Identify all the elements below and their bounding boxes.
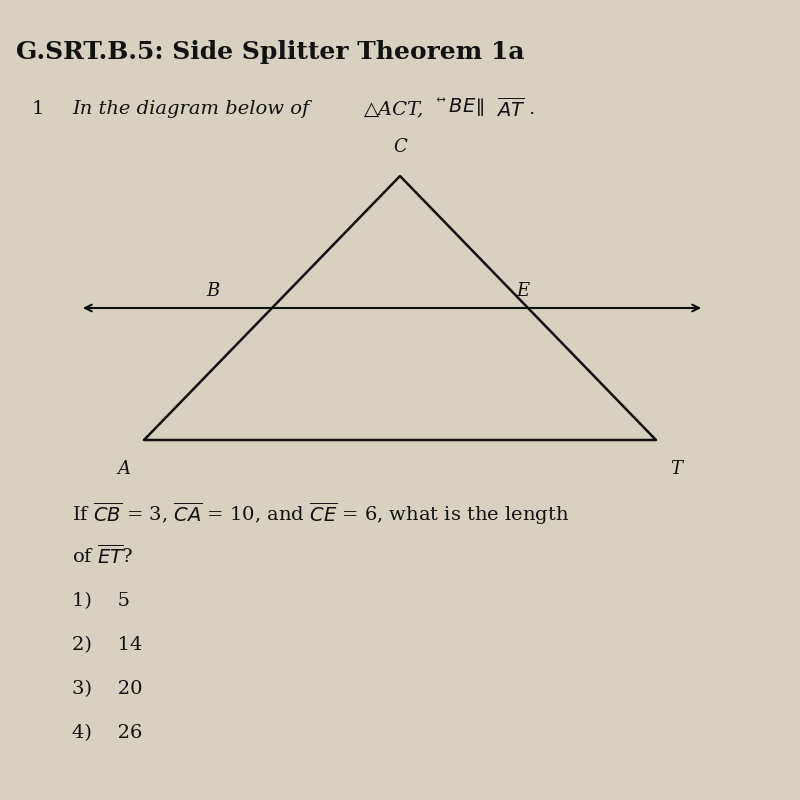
Text: A: A	[118, 460, 130, 478]
Text: E: E	[516, 282, 529, 300]
Text: 4)  26: 4) 26	[72, 724, 142, 742]
Text: ∥: ∥	[476, 100, 485, 118]
Text: $\overline{AT}$: $\overline{AT}$	[496, 97, 526, 121]
Text: of $\overline{ET}$?: of $\overline{ET}$?	[72, 544, 133, 568]
Text: B: B	[206, 282, 220, 300]
Text: C: C	[393, 138, 407, 156]
Text: In the diagram below of: In the diagram below of	[72, 100, 315, 118]
Text: If $\overline{CB}$ = 3, $\overline{CA}$ = 10, and $\overline{CE}$ = 6, what is t: If $\overline{CB}$ = 3, $\overline{CA}$ …	[72, 500, 569, 527]
Text: 1)  5: 1) 5	[72, 592, 130, 610]
Text: T: T	[670, 460, 682, 478]
Text: $\overleftrightarrow{BE}$: $\overleftrightarrow{BE}$	[436, 97, 477, 116]
Text: G.SRT.B.5: Side Splitter Theorem 1a: G.SRT.B.5: Side Splitter Theorem 1a	[16, 40, 525, 64]
Text: 2)  14: 2) 14	[72, 636, 142, 654]
Text: 1: 1	[32, 100, 44, 118]
Text: .: .	[528, 100, 534, 118]
Text: △ACT,: △ACT,	[364, 100, 424, 118]
Text: 3)  20: 3) 20	[72, 680, 142, 698]
